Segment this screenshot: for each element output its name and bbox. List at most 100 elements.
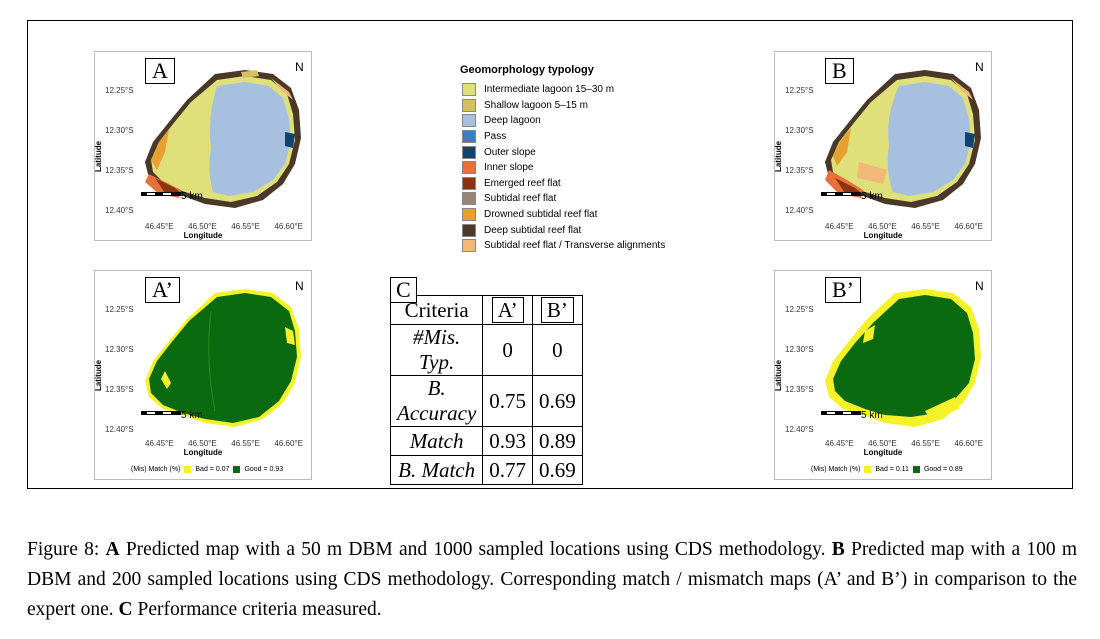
match-map-b-prime — [821, 289, 981, 427]
table-cell: #Mis. Typ. — [389, 324, 484, 376]
lat-tick: 12.35°S — [105, 385, 134, 394]
legend-swatch — [462, 208, 476, 222]
y-axis-label: Latitude — [94, 359, 104, 392]
y-axis-label: Latitude — [774, 140, 784, 173]
panel-tag-c: C — [390, 277, 417, 303]
table-cell: 0.69 — [532, 455, 583, 485]
match-map-a-prime — [141, 289, 301, 427]
panel-tag-a-prime: A’ — [145, 277, 180, 303]
match-legend-a-prime: (Mis) Match (%) Bad = 0.07 Good = 0.93 — [131, 466, 283, 473]
legend-item: Deep lagoon — [433, 113, 665, 129]
table-header-cell: A’ — [482, 295, 534, 325]
legend-items: Intermediate lagoon 15–30 m Shallow lagoo… — [433, 82, 665, 254]
map-panel-b: B N 12.25°S 12.30°S 12.35°S 12.40°S 5 km… — [774, 51, 992, 241]
x-axis-label: Longitude — [183, 231, 223, 240]
lon-tick: 46.45°E — [145, 439, 174, 448]
lat-tick: 12.35°S — [785, 385, 814, 394]
table-row: B. Accuracy 0.75 0.69 — [389, 375, 583, 427]
legend-label: Emerged reef flat — [484, 177, 561, 189]
lon-tick: 46.60°E — [954, 222, 983, 231]
lon-tick: 46.50°E — [188, 222, 217, 231]
lon-tick: 46.50°E — [188, 439, 217, 448]
scale-bar-b-prime — [821, 411, 861, 415]
legend-item: Inner slope — [433, 160, 665, 176]
lon-ticks: 46.45°E 46.50°E 46.55°E 46.60°E — [825, 222, 983, 231]
lon-ticks: 46.45°E 46.50°E 46.55°E 46.60°E — [825, 439, 983, 448]
scale-bar-a-prime — [141, 411, 181, 415]
lon-tick: 46.55°E — [231, 439, 260, 448]
caption-b-text: Predicted map with a 100 m DBM and 200 s… — [27, 539, 1077, 620]
geomorphology-legend: Geomorphology typology Intermediate lago… — [433, 64, 665, 254]
legend-item: Emerged reef flat — [433, 176, 665, 192]
figure-caption: Figure 8: A Predicted map with a 50 m DB… — [27, 535, 1077, 625]
legend-swatch — [462, 83, 476, 97]
legend-item: Drowned subtidal reef flat — [433, 207, 665, 223]
legend-swatch — [462, 192, 476, 206]
good-value: Good = 0.93 — [244, 466, 284, 473]
map-panel-a: A N 12.25°S 12.30°S 12.35°S 12.40°S 5 km… — [94, 51, 312, 241]
lon-tick: 46.60°E — [274, 222, 303, 231]
match-legend-prefix: (Mis) Match (%) — [811, 466, 861, 473]
match-legend-prefix: (Mis) Match (%) — [131, 466, 181, 473]
x-axis-label: Longitude — [863, 448, 903, 457]
bad-swatch — [864, 466, 872, 473]
legend-label: Subtidal reef flat — [484, 193, 557, 205]
lat-tick: 12.30°S — [105, 126, 134, 135]
lat-tick: 12.40°S — [105, 425, 134, 434]
lat-tick: 12.30°S — [785, 345, 814, 354]
scale-bar-b — [821, 192, 861, 196]
legend-item: Shallow lagoon 5–15 m — [433, 98, 665, 114]
good-swatch — [233, 466, 241, 473]
bad-swatch — [184, 466, 192, 473]
caption-c-bold: C — [118, 599, 133, 620]
panel-tag-a: A — [145, 58, 175, 84]
good-value: Good = 0.89 — [923, 466, 963, 473]
table-row: #Mis. Typ. 0 0 — [389, 324, 583, 376]
figure-frame: A N 12.25°S 12.30°S 12.35°S 12.40°S 5 km… — [27, 20, 1073, 489]
lat-tick: 12.25°S — [785, 305, 814, 314]
x-axis-label: Longitude — [863, 231, 903, 240]
lat-tick: 12.30°S — [105, 345, 134, 354]
caption-a-bold: A — [105, 539, 120, 560]
legend-label: Drowned subtidal reef flat — [484, 209, 598, 221]
lon-tick: 46.60°E — [954, 439, 983, 448]
table-cell: B. Accuracy — [389, 375, 484, 427]
legend-swatch — [462, 223, 476, 237]
header-label-a-prime: A’ — [491, 296, 524, 323]
lon-tick: 46.50°E — [868, 222, 897, 231]
legend-swatch — [462, 145, 476, 159]
lat-tick: 12.30°S — [785, 126, 814, 135]
lat-tick: 12.25°S — [105, 305, 134, 314]
legend-swatch — [462, 114, 476, 128]
lat-tick: 12.35°S — [785, 166, 814, 175]
caption-label: Figure 8: — [27, 539, 100, 560]
lat-tick: 12.25°S — [785, 86, 814, 95]
atoll-map-b — [821, 70, 981, 208]
table-header-cell: B’ — [532, 295, 583, 325]
caption-a-text: Predicted map with a 50 m DBM and 1000 s… — [125, 539, 826, 560]
criteria-table: Criteria A’ B’ #Mis. Typ. 0 0 B. Accurac… — [389, 295, 583, 485]
legend-item: Deep subtidal reef flat — [433, 222, 665, 238]
legend-label: Deep lagoon — [484, 115, 541, 127]
legend-label: Intermediate lagoon 15–30 m — [484, 84, 615, 96]
lat-tick: 12.40°S — [785, 206, 814, 215]
north-arrow-icon: N — [975, 60, 984, 74]
legend-label: Outer slope — [484, 146, 536, 158]
legend-label: Subtidal reef flat / Transverse alignmen… — [484, 240, 666, 252]
scale-label: 5 km — [861, 191, 883, 202]
table-cell: 0.69 — [532, 375, 583, 427]
caption-b-bold: B — [831, 539, 845, 560]
north-arrow-icon: N — [295, 279, 304, 293]
north-arrow-icon: N — [975, 279, 984, 293]
lon-tick: 46.45°E — [825, 222, 854, 231]
legend-label: Shallow lagoon 5–15 m — [484, 99, 588, 111]
lon-ticks: 46.45°E 46.50°E 46.55°E 46.60°E — [145, 222, 303, 231]
header-label-b-prime: B’ — [540, 296, 574, 323]
caption-c-text: Performance criteria measured. — [137, 599, 382, 620]
lat-tick: 12.40°S — [105, 206, 134, 215]
legend-item: Subtidal reef flat — [433, 191, 665, 207]
lon-ticks: 46.45°E 46.50°E 46.55°E 46.60°E — [145, 439, 303, 448]
table-cell: 0.77 — [482, 455, 534, 485]
legend-item: Intermediate lagoon 15–30 m — [433, 82, 665, 98]
lat-tick: 12.40°S — [785, 425, 814, 434]
